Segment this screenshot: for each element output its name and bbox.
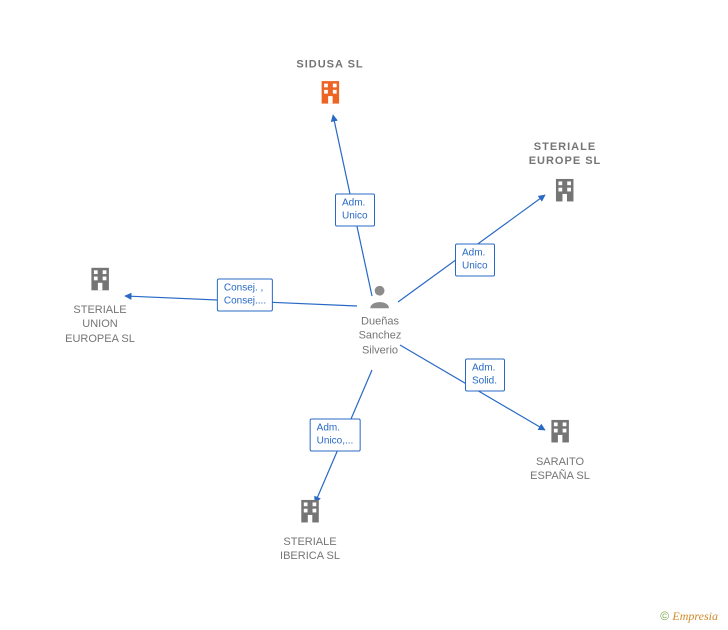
building-icon (550, 175, 580, 205)
building-icon (295, 496, 325, 526)
company-label: SIDUSA SL (296, 57, 363, 71)
edge-label-saraito[interactable]: Adm. Solid. (465, 359, 505, 392)
center-person-node[interactable]: Dueñas Sanchez Silverio (359, 283, 402, 358)
building-icon (315, 78, 345, 108)
company-node-steriale-union[interactable]: STERIALE UNION EUROPEA SL (65, 264, 135, 346)
company-label: STERIALE EUROPE SL (529, 140, 602, 169)
building-icon (85, 264, 115, 294)
company-label: STERIALE IBERICA SL (280, 535, 340, 564)
edge-label-steriale-iberica[interactable]: Adm. Unico,... (310, 419, 361, 452)
copyright-symbol: © (660, 609, 669, 623)
company-label: STERIALE UNION EUROPEA SL (65, 303, 135, 346)
company-label: SARAITO ESPAÑA SL (530, 455, 590, 484)
building-icon (545, 416, 575, 446)
brand-name: Empresia (672, 609, 718, 623)
company-node-steriale-iberica[interactable]: STERIALE IBERICA SL (280, 496, 340, 564)
edge-label-steriale-union[interactable]: Consej. , Consej.... (217, 279, 273, 312)
company-node-steriale-europe[interactable]: STERIALE EUROPE SL (529, 140, 602, 210)
edge-label-steriale-europe[interactable]: Adm. Unico (455, 244, 495, 277)
edge-label-sidusa[interactable]: Adm. Unico (335, 194, 375, 227)
person-icon (359, 283, 402, 311)
footer-attribution: © Empresia (660, 609, 718, 624)
company-node-sidusa[interactable]: SIDUSA SL (296, 57, 363, 112)
center-person-label: Dueñas Sanchez Silverio (359, 315, 402, 358)
network-diagram: Dueñas Sanchez Silverio SIDUSA SL STERIAL… (0, 0, 728, 630)
company-node-saraito[interactable]: SARAITO ESPAÑA SL (530, 416, 590, 484)
